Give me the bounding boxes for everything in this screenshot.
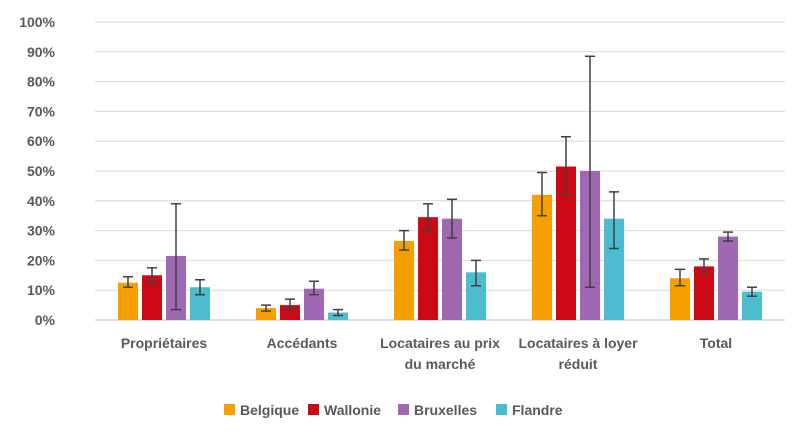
bar-belgique-2 <box>394 241 414 320</box>
y-tick-label: 50% <box>27 163 56 179</box>
bar-wallonie-4 <box>694 266 714 320</box>
x-category-label: Propriétaires <box>121 335 208 351</box>
y-tick-label: 30% <box>27 223 56 239</box>
bar-belgique-3 <box>532 194 552 320</box>
legend-label: Flandre <box>512 402 563 418</box>
x-category-label: réduit <box>559 356 598 372</box>
bar-bruxelles-1 <box>304 288 324 320</box>
x-category-label: du marché <box>405 356 476 372</box>
y-tick-label: 70% <box>27 103 56 119</box>
bar-wallonie-0 <box>142 275 162 320</box>
legend-swatch-flandre <box>496 404 507 415</box>
bar-belgique-0 <box>118 282 138 320</box>
bar-wallonie-2 <box>418 217 438 320</box>
legend-swatch-wallonie <box>308 404 319 415</box>
bar-belgique-1 <box>256 308 276 320</box>
x-category-label: Locataires à loyer <box>518 335 638 351</box>
bar-flandre-2 <box>466 272 486 320</box>
y-tick-label: 0% <box>35 312 56 328</box>
y-tick-label: 80% <box>27 74 56 90</box>
legend-label: Belgique <box>240 402 299 418</box>
legend-label: Bruxelles <box>414 402 477 418</box>
legend-label: Wallonie <box>324 402 381 418</box>
y-tick-label: 20% <box>27 252 56 268</box>
y-tick-label: 10% <box>27 282 56 298</box>
x-category-label: Total <box>700 335 732 351</box>
bar-bruxelles-4 <box>718 236 738 320</box>
bar-bruxelles-2 <box>442 218 462 320</box>
y-tick-label: 40% <box>27 193 56 209</box>
legend-swatch-bruxelles <box>398 404 409 415</box>
y-tick-label: 100% <box>19 14 55 30</box>
x-category-label: Accédants <box>267 335 338 351</box>
legend-swatch-belgique <box>224 404 235 415</box>
bar-wallonie-3 <box>556 166 576 320</box>
bar-belgique-4 <box>670 278 690 320</box>
y-tick-label: 60% <box>27 133 56 149</box>
bar-flandre-4 <box>742 291 762 320</box>
bar-flandre-3 <box>604 218 624 320</box>
x-category-label: Locataires au prix <box>380 335 500 351</box>
y-tick-label: 90% <box>27 44 56 60</box>
